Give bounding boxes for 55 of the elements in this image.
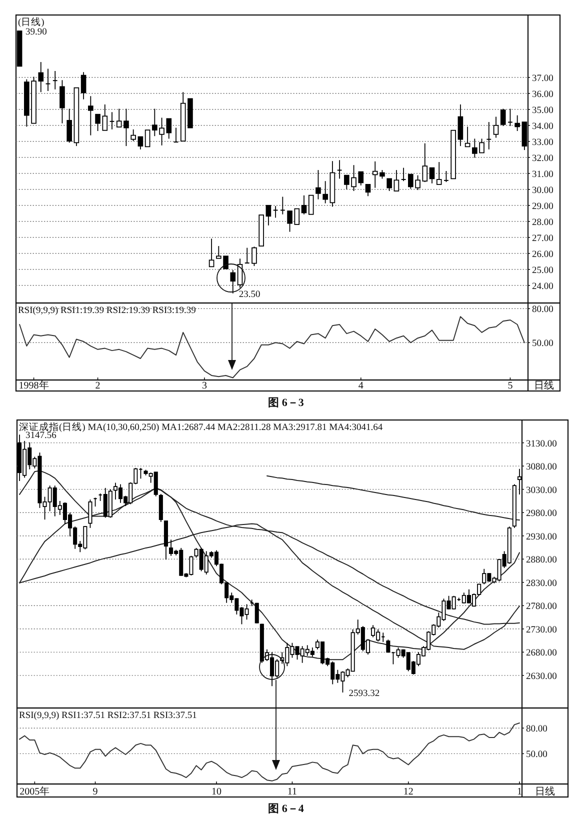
y-tick-label: 25.00 xyxy=(532,266,554,276)
y-tick-label: 2930.00 xyxy=(526,532,558,542)
annotation: 2593.32 xyxy=(348,688,380,699)
y-tick-label: 35.00 xyxy=(532,106,554,116)
y-tick-label: 3080.00 xyxy=(526,462,558,473)
x-axis-title: 日线 xyxy=(534,380,554,392)
y-tick-label: 29.00 xyxy=(532,202,554,212)
x-tick-label: 9 xyxy=(92,786,98,798)
y-tick-label: 27.00 xyxy=(532,234,554,244)
annotation: 23.50 xyxy=(238,290,261,300)
y-tick-label: 2980.00 xyxy=(526,509,558,520)
x-tick-label: 2005年 xyxy=(20,786,50,798)
y-tick-label: 2680.00 xyxy=(526,648,558,659)
y-tick-label: 26.00 xyxy=(532,250,554,260)
y-tick-label: 32.00 xyxy=(532,154,554,164)
y-tick-label: 30.00 xyxy=(532,186,554,196)
x-tick-label: 2 xyxy=(95,380,100,392)
x-tick-label: 5 xyxy=(508,380,513,392)
x-tick-label: 3 xyxy=(202,380,207,392)
x-tick-label: 1 xyxy=(516,786,522,798)
y-tick-label: 80.00 xyxy=(526,724,548,735)
line-series xyxy=(19,316,525,378)
x-tick-label: 11 xyxy=(287,786,298,798)
y-tick-label: 33.00 xyxy=(532,138,554,148)
y-tick-label: 37.00 xyxy=(532,74,554,84)
y-tick-label: 3130.00 xyxy=(526,439,558,450)
y-tick-label: 24.00 xyxy=(532,282,554,292)
y-tick-label: 31.00 xyxy=(532,170,554,180)
line-series xyxy=(19,722,520,782)
x-tick-label: 4 xyxy=(358,380,364,392)
y-tick-label: 28.00 xyxy=(532,218,554,228)
x-tick-label: 1998年 xyxy=(18,380,49,392)
caption: 图 6－3 xyxy=(268,397,304,409)
y-tick-label: 2880.00 xyxy=(526,556,558,566)
x-axis-title: 日线 xyxy=(535,786,555,798)
y-tick-label: 2830.00 xyxy=(526,578,558,589)
annotation: 3147.56 xyxy=(26,431,57,442)
chart-title: (日线) xyxy=(18,16,44,28)
y-tick-label: 36.00 xyxy=(532,90,554,100)
x-tick-label: 12 xyxy=(403,786,414,798)
y-tick-label: 2630.00 xyxy=(526,672,558,682)
chart-title: RSI(9,9,9) RSI1:37.51 RSI2:37.51 RSI3:37.51 xyxy=(19,711,198,721)
caption: 图 6－4 xyxy=(268,803,304,815)
y-tick-label: 50.00 xyxy=(532,339,554,350)
y-tick-label: 34.00 xyxy=(532,122,554,132)
y-tick-label: 2780.00 xyxy=(526,602,558,612)
x-tick-label: 10 xyxy=(211,786,222,798)
chart-title: RSI(9,9,9) RSI1:19.39 RSI2:19.39 RSI3:19.39 xyxy=(18,306,196,316)
y-tick-label: 3030.00 xyxy=(526,486,558,496)
y-tick-label: 50.00 xyxy=(526,750,548,760)
line-series xyxy=(266,475,520,521)
y-tick-label: 2730.00 xyxy=(526,625,558,636)
chart-title: 深证成指(日线) MA(10,30,60,250) MA1:2687.44 MA2:2811.28 MA3:2917.81 MA4:3041.64 xyxy=(19,421,383,433)
y-tick-label: 80.00 xyxy=(532,305,554,316)
annotation: 39.90 xyxy=(26,28,48,38)
